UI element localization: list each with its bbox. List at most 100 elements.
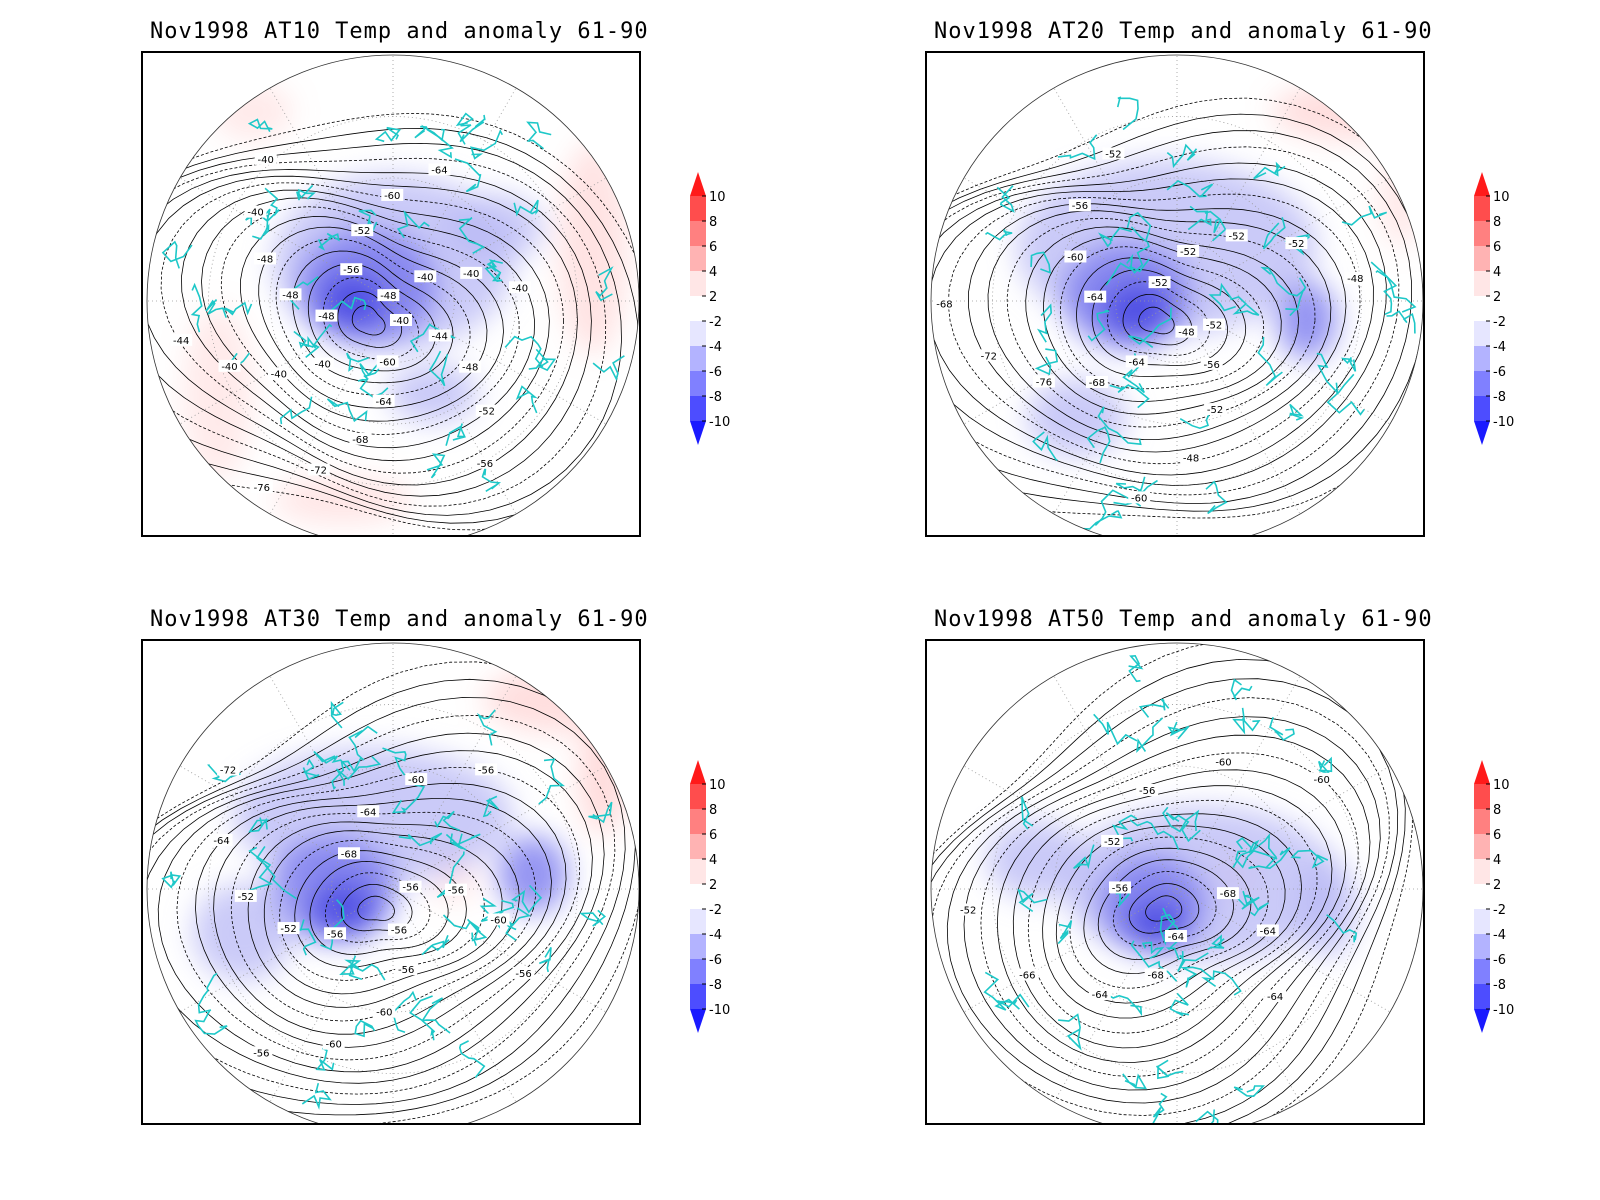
coastline: [426, 453, 446, 479]
contour-label: -56: [399, 880, 422, 894]
coastline: [207, 764, 241, 783]
coastline: [1248, 846, 1291, 870]
coastline: [301, 1083, 332, 1110]
colorbar-label: 6: [1493, 240, 1501, 255]
meridian-line: [269, 300, 394, 515]
svg-text:-68: -68: [1089, 378, 1105, 389]
meridian-line: [392, 888, 517, 1103]
polar-map-at30: -56 -56 -60 -60 -56 -56 -52 -52 -64 -72 -68 -64 -60 -…: [146, 642, 639, 1123]
coastline: [1128, 307, 1172, 349]
colorbar-arrow-down: [690, 1009, 706, 1033]
temperature-contour: [160, 182, 565, 474]
coastline: [1141, 941, 1165, 959]
svg-text:-52: -52: [1151, 278, 1167, 289]
svg-text:-68: -68: [1220, 889, 1236, 900]
coastline: [1165, 812, 1201, 843]
coastline: [205, 298, 227, 318]
colorbar-label: 8: [709, 803, 717, 818]
contour-label: -52: [1225, 229, 1248, 242]
contour-label: -56: [395, 963, 418, 976]
coastline: [302, 758, 320, 781]
colorbar-swatch: [690, 984, 706, 1009]
colorbar-label: -4: [1493, 340, 1506, 355]
coastline: [1370, 261, 1398, 316]
coastline: [434, 810, 461, 832]
colorbar-label: -2: [709, 903, 722, 918]
coastline: [1166, 143, 1198, 169]
coastline: [1230, 678, 1253, 701]
contour-label: -56: [324, 927, 347, 940]
svg-text:-64: -64: [431, 165, 447, 176]
coastline: [1386, 310, 1416, 334]
meridian-line: [392, 87, 517, 302]
contour-label: -52: [1101, 834, 1124, 848]
coastline: [476, 709, 498, 746]
temperature-contour: [147, 697, 626, 1105]
contour-label: -64: [1084, 290, 1107, 304]
coastline: [1207, 934, 1225, 950]
cold-anomaly-region: [443, 193, 543, 262]
svg-text:-64: -64: [360, 807, 376, 818]
svg-text:-56: -56: [343, 265, 359, 276]
coastline: [1269, 716, 1295, 741]
coastline: [592, 355, 625, 382]
coastline: [1109, 384, 1150, 409]
svg-text:-48: -48: [462, 363, 478, 374]
svg-text:-40: -40: [463, 269, 479, 280]
coastline: [513, 199, 539, 217]
svg-text:-56: -56: [253, 1048, 269, 1059]
coastline: [1162, 907, 1182, 961]
svg-text:-68: -68: [936, 299, 952, 310]
coastline: [1097, 406, 1142, 446]
coastline: [359, 363, 380, 380]
cold-anomaly-region: [1277, 281, 1337, 360]
temperature-contour: [147, 175, 578, 486]
coastline: [1021, 796, 1034, 830]
svg-text:-72: -72: [220, 766, 236, 777]
coastline: [1260, 266, 1306, 297]
warm-anomaly-region: [213, 82, 293, 141]
svg-text:-56: -56: [327, 929, 343, 940]
colorbar-swatch: [690, 321, 706, 346]
contour-label: -40: [508, 281, 531, 294]
coastline: [528, 348, 557, 372]
temperature-contour: [980, 752, 1359, 1078]
coastline: [409, 995, 451, 1034]
colorbar-swatch: [1474, 246, 1490, 271]
colorbar-label: 2: [1493, 290, 1501, 305]
contour-label: -68: [933, 297, 956, 310]
coastline: [1340, 356, 1357, 372]
coastline: [296, 184, 316, 201]
temperature-contour: [292, 250, 454, 384]
colorbar-arrow-down: [690, 421, 706, 445]
colorbar-label: -2: [1493, 315, 1506, 330]
colorbar-label: 10: [709, 190, 726, 205]
contour-label: -40: [244, 205, 267, 219]
coastline: [1326, 914, 1358, 943]
contour-label: -44: [428, 329, 451, 342]
coastline: [252, 215, 270, 240]
coastline: [579, 909, 607, 927]
map-panel-at10: -40 -44 -48 -52 -56 -60 -64 -68 -72 -76 -40 -40 -40 -…: [141, 51, 641, 537]
colorbar-swatch: [690, 884, 706, 909]
colorbar-swatch: [690, 934, 706, 959]
coastline: [538, 758, 566, 805]
coastline: [1177, 950, 1209, 972]
svg-text:-48: -48: [257, 254, 273, 265]
contour-label: -64: [1125, 355, 1148, 368]
coastline: [1204, 210, 1227, 242]
svg-text:-76: -76: [254, 483, 270, 494]
coastline: [1205, 480, 1228, 515]
colorbar-swatch: [690, 859, 706, 884]
colorbar-label: -8: [1493, 390, 1506, 405]
coastline: [1111, 814, 1138, 842]
cold-anomaly-region: [193, 884, 293, 982]
colorbar-swatch: [1474, 221, 1490, 246]
svg-text:-52: -52: [238, 892, 254, 903]
coastline: [315, 1047, 335, 1071]
contour-label: -60: [376, 355, 399, 368]
warm-anomaly-region: [1272, 82, 1423, 141]
panel-title-at10: Nov1998 AT10 Temp and anomaly 61-90: [150, 19, 649, 44]
coastline: [588, 801, 613, 824]
contour-label: -52: [1148, 276, 1171, 289]
